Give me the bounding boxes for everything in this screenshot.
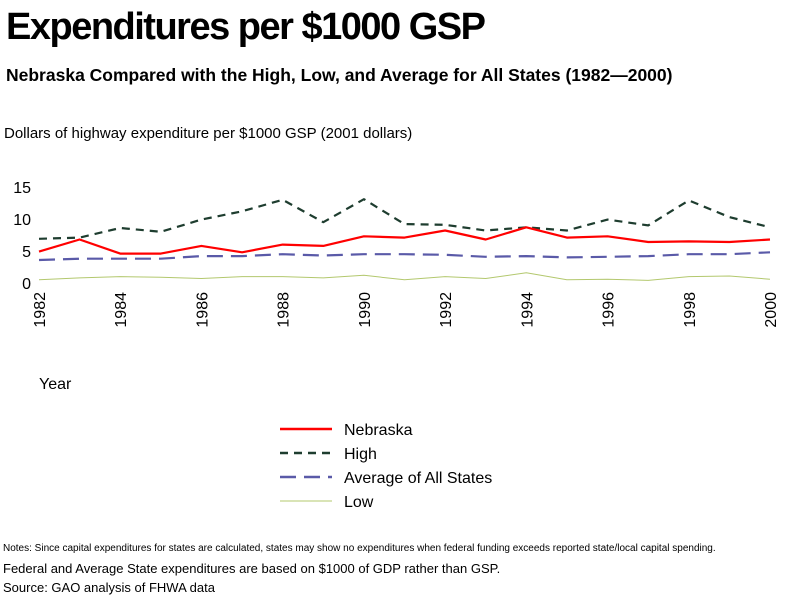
x-tick-label: 1994 bbox=[519, 292, 536, 328]
x-tick-label: 1982 bbox=[32, 292, 49, 328]
y-tick-label: 15 bbox=[13, 180, 31, 197]
line-chart: 0 5 10 15 1982 1984 1986 1988 1990 1992 1994 1996 19… bbox=[13, 180, 780, 511]
legend-label: Low bbox=[344, 494, 374, 511]
x-tick-label: 1996 bbox=[601, 292, 618, 328]
notes-line-1: Notes: Since capital expenditures for st… bbox=[3, 543, 716, 554]
x-tick-label: 1986 bbox=[194, 292, 211, 328]
series-line-nebraska bbox=[38, 226, 771, 255]
x-tick-label: 1988 bbox=[276, 292, 293, 328]
x-tick-label: 1992 bbox=[438, 292, 455, 328]
x-tick-label: 1990 bbox=[357, 292, 374, 328]
y-tick-label: 0 bbox=[22, 276, 31, 293]
x-axis-label: Year bbox=[39, 376, 72, 393]
x-tick-label: 2000 bbox=[763, 292, 780, 328]
legend-label: Average of All States bbox=[344, 470, 492, 487]
y-tick-label: 5 bbox=[22, 244, 31, 261]
chart-subtitle: Nebraska Compared with the High, Low, an… bbox=[6, 65, 673, 85]
y-axis-label: Dollars of highway expenditure per $1000… bbox=[4, 125, 413, 142]
notes-line-2: Federal and Average State expenditures a… bbox=[3, 561, 501, 576]
y-tick-label: 10 bbox=[13, 212, 31, 229]
series-line-low bbox=[38, 272, 771, 281]
legend-label: High bbox=[344, 446, 377, 463]
series-line-high bbox=[38, 198, 771, 240]
series-line-average-of-all-states bbox=[38, 251, 771, 262]
x-tick-label: 1984 bbox=[113, 292, 130, 328]
source-line: Source: GAO analysis of FHWA data bbox=[3, 580, 215, 595]
chart-title: Expenditures per $1000 GSP bbox=[6, 6, 486, 48]
legend-label: Nebraska bbox=[344, 422, 413, 439]
x-tick-label: 1998 bbox=[682, 292, 699, 328]
